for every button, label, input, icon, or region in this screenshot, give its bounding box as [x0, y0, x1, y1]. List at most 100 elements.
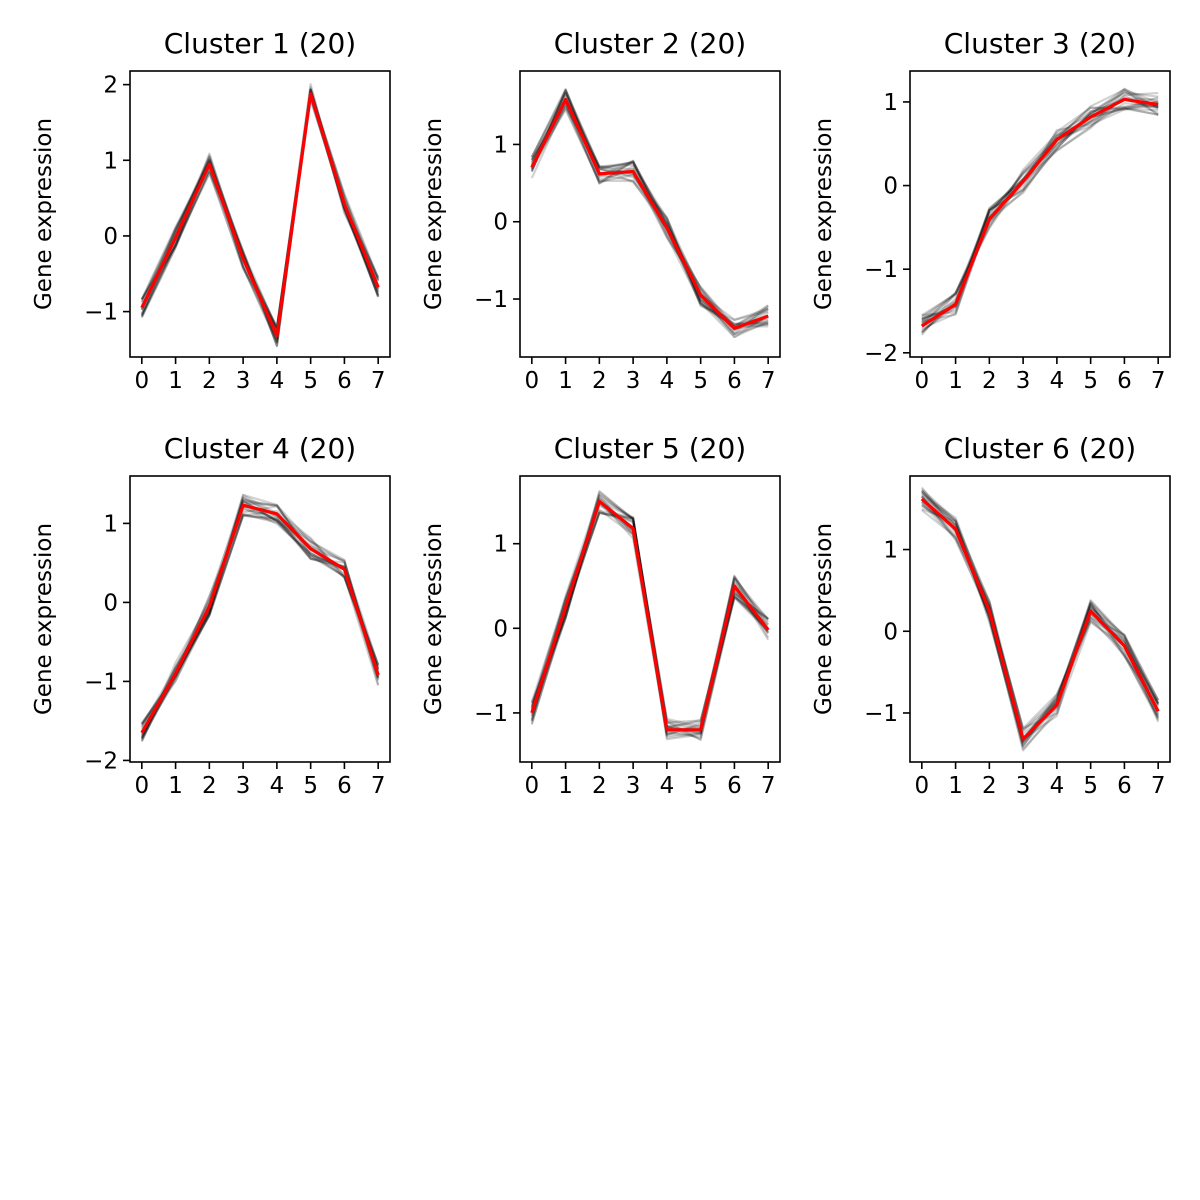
member-profile-line	[530, 97, 769, 328]
panel-title: Cluster 1 (20)	[164, 27, 356, 60]
member-profile-line	[140, 496, 380, 730]
plot-frame	[519, 475, 781, 763]
x-tick-label: 5	[303, 773, 318, 799]
y-tick-label: 2	[103, 73, 118, 99]
member-profile-line	[140, 498, 380, 738]
member-profile-line	[530, 106, 769, 325]
y-axis-label: Gene expression	[31, 118, 57, 310]
member-profiles	[530, 87, 769, 339]
member-profile-line	[140, 502, 380, 735]
member-profile-line	[140, 96, 380, 343]
member-profile-line	[140, 514, 380, 726]
member-profile-line	[921, 509, 1160, 733]
member-profile-line	[140, 94, 380, 348]
member-profile-line	[140, 500, 380, 729]
member-profile-line	[140, 91, 380, 345]
x-tick-label: 0	[524, 773, 539, 799]
member-profile-line	[921, 503, 1160, 742]
member-profile-line	[921, 97, 1159, 326]
member-profile-line	[140, 513, 380, 741]
y-tick-label: 0	[493, 616, 508, 642]
y-tick-label: 0	[103, 224, 118, 250]
x-tick-label: 3	[626, 368, 641, 394]
x-tick-label: 4	[270, 773, 285, 799]
centroid-line	[140, 503, 380, 734]
y-tick-label: −1	[474, 287, 508, 313]
member-profile-line	[140, 498, 380, 727]
member-profile-line	[140, 493, 380, 740]
panel-title: Cluster 3 (20)	[944, 27, 1136, 60]
member-profile-line	[530, 492, 769, 728]
member-profile-line	[140, 505, 380, 725]
panel-title: Cluster 5 (20)	[554, 432, 746, 465]
centroid-line	[530, 499, 770, 732]
x-tick-label: 3	[1016, 773, 1031, 799]
member-profile-line	[530, 102, 769, 321]
member-profile-line	[530, 100, 769, 326]
member-profile-line	[140, 508, 380, 739]
x-tick-label: 6	[337, 773, 352, 799]
x-tick-label: 0	[134, 773, 149, 799]
x-tick-label: 4	[270, 368, 285, 394]
member-profile-line	[530, 98, 769, 328]
member-profile-line	[140, 503, 380, 740]
plot-frame	[129, 70, 391, 358]
x-tick-label: 6	[1117, 773, 1132, 799]
x-tick-label: 5	[1083, 368, 1098, 394]
x-tick-label: 5	[303, 368, 318, 394]
member-profile-line	[140, 500, 380, 724]
centroid-line	[920, 97, 1159, 328]
plot-frame	[909, 475, 1171, 763]
y-tick-label: 0	[883, 619, 898, 645]
y-axis-label: Gene expression	[811, 118, 837, 310]
x-tick-label: 6	[1117, 368, 1132, 394]
member-profile-line	[140, 499, 380, 739]
x-tick-label: 0	[914, 368, 929, 394]
plot-frame	[129, 475, 391, 763]
y-tick-label: −1	[474, 701, 508, 727]
x-tick-label: 2	[202, 368, 217, 394]
x-tick-label: 2	[982, 773, 997, 799]
member-profile-line	[140, 505, 380, 736]
x-tick-label: 2	[202, 773, 217, 799]
member-profile-line	[921, 87, 1159, 317]
x-tick-label: 5	[693, 773, 708, 799]
panel-title: Cluster 2 (20)	[554, 27, 746, 60]
y-tick-label: 1	[103, 511, 118, 537]
member-profile-line	[530, 88, 769, 329]
x-tick-label: 1	[558, 773, 573, 799]
y-tick-label: −1	[84, 669, 118, 695]
x-tick-label: 1	[948, 773, 963, 799]
x-tick-label: 2	[592, 368, 607, 394]
member-profile-line	[530, 89, 769, 328]
member-profile-line	[921, 94, 1159, 319]
member-profile-line	[530, 92, 769, 332]
x-tick-label: 0	[524, 368, 539, 394]
member-profile-line	[530, 87, 769, 339]
x-tick-label: 0	[134, 368, 149, 394]
y-tick-label: 1	[493, 132, 508, 158]
x-tick-label: 1	[168, 368, 183, 394]
member-profile-line	[530, 89, 769, 339]
member-profile-line	[530, 108, 769, 336]
member-profile-line	[530, 89, 769, 331]
x-tick-label: 6	[337, 368, 352, 394]
x-tick-label: 6	[727, 368, 742, 394]
y-tick-label: 1	[493, 532, 508, 558]
x-tick-label: 4	[660, 368, 675, 394]
y-axis-label: Gene expression	[421, 118, 447, 310]
member-profiles	[140, 493, 380, 742]
panel-title: Cluster 4 (20)	[164, 432, 356, 465]
x-tick-label: 4	[1050, 368, 1065, 394]
x-tick-label: 1	[168, 773, 183, 799]
member-profile-line	[140, 510, 380, 726]
panel-title: Cluster 6 (20)	[944, 432, 1136, 465]
member-profile-line	[530, 106, 769, 329]
member-profile-line	[530, 102, 769, 336]
y-tick-label: −1	[864, 701, 898, 727]
